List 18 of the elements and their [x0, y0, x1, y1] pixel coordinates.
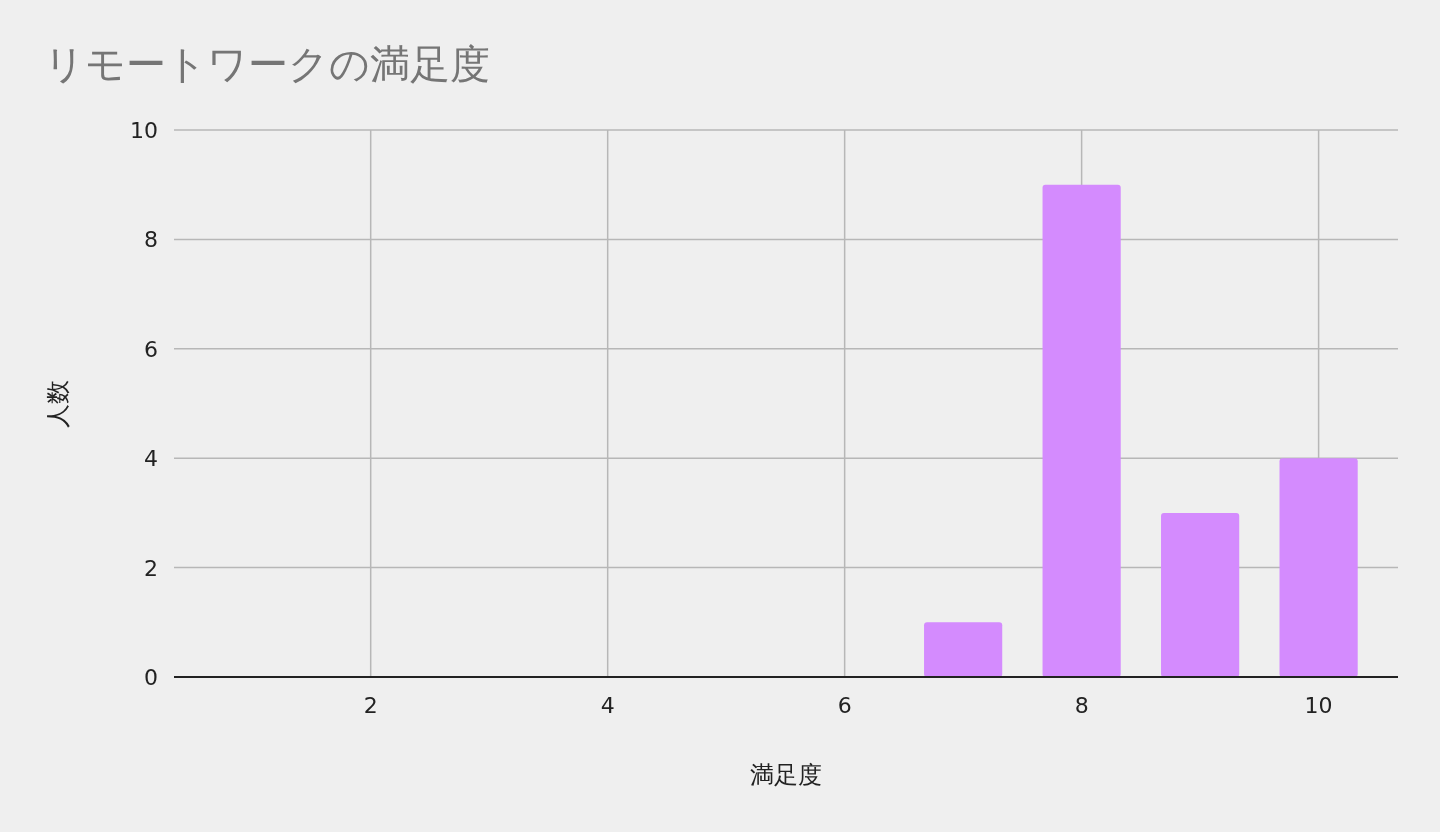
- y-axis-title: 人数: [44, 379, 72, 428]
- y-tick-label: 10: [130, 118, 158, 143]
- bar: [924, 622, 1003, 677]
- x-tick-label: 10: [1304, 693, 1333, 718]
- y-tick-label: 0: [144, 665, 158, 690]
- x-tick-label: 4: [600, 693, 615, 718]
- bar: [1161, 512, 1240, 677]
- y-tick-label: 8: [144, 227, 158, 253]
- x-tick-label: 2: [363, 693, 378, 718]
- x-axis-title: 満足度: [750, 761, 822, 789]
- y-tick-label: 4: [144, 446, 158, 472]
- y-tick-label: 2: [144, 555, 158, 581]
- y-tick-label: 6: [144, 336, 158, 362]
- chart-title: リモートワークの満足度: [44, 41, 490, 87]
- bar: [1042, 184, 1121, 677]
- x-tick-label: 8: [1074, 693, 1089, 718]
- x-tick-label: 6: [837, 693, 852, 718]
- bar: [1279, 458, 1358, 677]
